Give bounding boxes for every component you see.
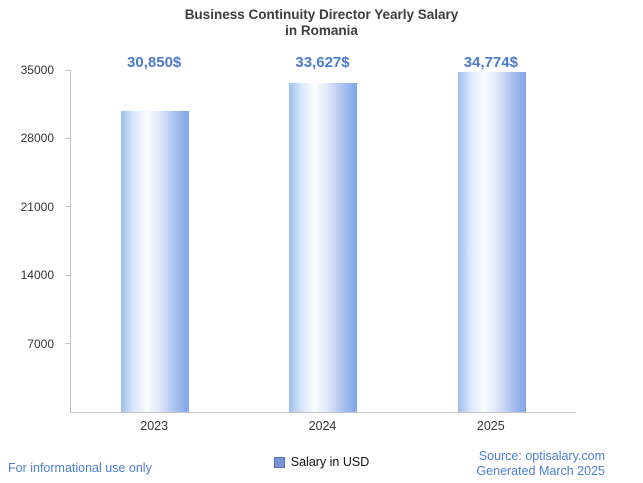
plot-area (70, 70, 576, 413)
bars-container (71, 70, 576, 412)
bar-slot-2024 (239, 70, 407, 412)
disclaimer-text: For informational use only (8, 461, 152, 475)
chart-title-line1: Business Continuity Director Yearly Sala… (184, 7, 459, 22)
x-axis-label-2023: 2023 (140, 419, 169, 433)
y-axis-label-35000: 35000 (20, 63, 54, 77)
y-axis-tick-21000 (65, 206, 70, 208)
generated-text: Generated March 2025 (476, 464, 605, 478)
x-axis-label-2024: 2024 (308, 419, 337, 433)
bar-2024 (289, 83, 358, 412)
legend: Salary in USD (0, 455, 643, 469)
chart-title: Business Continuity Director Yearly Sala… (0, 7, 643, 39)
bar-2023 (121, 110, 190, 412)
legend-label: Salary in USD (290, 455, 370, 469)
bar-slot-2025 (408, 70, 576, 412)
x-axis-label-2025: 2025 (476, 419, 505, 433)
y-axis-label-14000: 14000 (20, 268, 54, 283)
y-axis-tick-14000 (65, 274, 70, 276)
y-axis-tick-35000 (65, 69, 70, 71)
bar-value-label-2023: 30,850$ (127, 54, 182, 71)
bar-slot-2023 (71, 70, 239, 412)
source-info: Source: optisalary.com Generated March 2… (476, 449, 605, 479)
chart-title-line2: in Romania (285, 23, 358, 38)
bar-value-labels: 30,850$ 33,627$ 34,774$ (70, 54, 575, 71)
y-axis-tick-7000 (65, 343, 70, 345)
y-axis-labels: 35000 28000 21000 14000 7000 (0, 63, 70, 412)
y-axis-label-28000: 28000 (20, 131, 54, 146)
y-axis-label-21000: 21000 (20, 199, 54, 214)
x-axis-labels: 2023 2024 2025 (70, 419, 575, 433)
y-axis-tick-28000 (65, 137, 70, 139)
source-text: Source: optisalary.com (478, 449, 605, 463)
bar-value-label-2024: 33,627$ (295, 54, 350, 71)
bar-2025 (457, 72, 526, 412)
legend-color-swatch-icon (273, 456, 285, 468)
y-axis-label-7000: 7000 (27, 336, 54, 351)
bar-value-label-2025: 34,774$ (463, 54, 518, 71)
